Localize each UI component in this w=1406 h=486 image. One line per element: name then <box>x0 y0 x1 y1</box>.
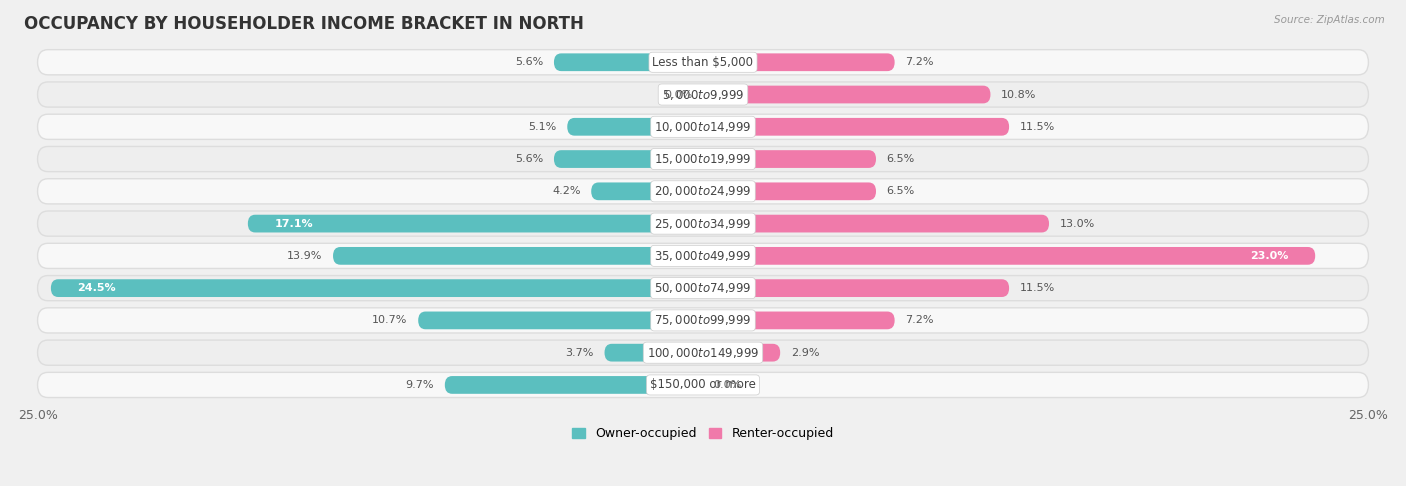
FancyBboxPatch shape <box>38 82 1368 107</box>
FancyBboxPatch shape <box>554 150 703 168</box>
FancyBboxPatch shape <box>418 312 703 330</box>
FancyBboxPatch shape <box>38 179 1368 204</box>
Text: 23.0%: 23.0% <box>1250 251 1288 261</box>
Text: 7.2%: 7.2% <box>905 315 934 326</box>
FancyBboxPatch shape <box>38 372 1368 398</box>
Text: 4.2%: 4.2% <box>553 186 581 196</box>
Text: $10,000 to $14,999: $10,000 to $14,999 <box>654 120 752 134</box>
FancyBboxPatch shape <box>38 340 1368 365</box>
Text: 5.6%: 5.6% <box>515 57 543 67</box>
Text: $15,000 to $19,999: $15,000 to $19,999 <box>654 152 752 166</box>
Text: $100,000 to $149,999: $100,000 to $149,999 <box>647 346 759 360</box>
Text: 13.0%: 13.0% <box>1060 219 1095 228</box>
Text: 17.1%: 17.1% <box>274 219 314 228</box>
FancyBboxPatch shape <box>567 118 703 136</box>
FancyBboxPatch shape <box>38 50 1368 75</box>
Text: 9.7%: 9.7% <box>406 380 434 390</box>
FancyBboxPatch shape <box>38 243 1368 268</box>
Text: 6.5%: 6.5% <box>887 154 915 164</box>
FancyBboxPatch shape <box>703 182 876 200</box>
Text: 5.1%: 5.1% <box>529 122 557 132</box>
Text: 11.5%: 11.5% <box>1019 283 1054 293</box>
FancyBboxPatch shape <box>554 53 703 71</box>
Text: $35,000 to $49,999: $35,000 to $49,999 <box>654 249 752 263</box>
FancyBboxPatch shape <box>38 308 1368 333</box>
FancyBboxPatch shape <box>703 53 894 71</box>
Text: 0.0%: 0.0% <box>664 89 692 100</box>
FancyBboxPatch shape <box>444 376 703 394</box>
FancyBboxPatch shape <box>605 344 703 362</box>
Text: $25,000 to $34,999: $25,000 to $34,999 <box>654 217 752 230</box>
Text: 6.5%: 6.5% <box>887 186 915 196</box>
Text: 24.5%: 24.5% <box>77 283 117 293</box>
FancyBboxPatch shape <box>703 215 1049 232</box>
Text: Source: ZipAtlas.com: Source: ZipAtlas.com <box>1274 15 1385 25</box>
FancyBboxPatch shape <box>333 247 703 265</box>
FancyBboxPatch shape <box>703 312 894 330</box>
FancyBboxPatch shape <box>51 279 703 297</box>
Text: 3.7%: 3.7% <box>565 347 593 358</box>
Text: 2.9%: 2.9% <box>790 347 820 358</box>
Text: $50,000 to $74,999: $50,000 to $74,999 <box>654 281 752 295</box>
FancyBboxPatch shape <box>38 211 1368 236</box>
FancyBboxPatch shape <box>703 86 990 104</box>
Text: Less than $5,000: Less than $5,000 <box>652 56 754 69</box>
FancyBboxPatch shape <box>703 118 1010 136</box>
Text: 11.5%: 11.5% <box>1019 122 1054 132</box>
Text: $20,000 to $24,999: $20,000 to $24,999 <box>654 184 752 198</box>
Text: 13.9%: 13.9% <box>287 251 322 261</box>
FancyBboxPatch shape <box>38 146 1368 172</box>
Text: 5.6%: 5.6% <box>515 154 543 164</box>
FancyBboxPatch shape <box>591 182 703 200</box>
FancyBboxPatch shape <box>703 150 876 168</box>
Text: 0.0%: 0.0% <box>714 380 742 390</box>
Text: $75,000 to $99,999: $75,000 to $99,999 <box>654 313 752 328</box>
FancyBboxPatch shape <box>703 247 1315 265</box>
Text: $5,000 to $9,999: $5,000 to $9,999 <box>662 87 744 102</box>
FancyBboxPatch shape <box>703 344 780 362</box>
FancyBboxPatch shape <box>38 276 1368 301</box>
Text: 10.7%: 10.7% <box>373 315 408 326</box>
Text: $150,000 or more: $150,000 or more <box>650 379 756 391</box>
Text: 10.8%: 10.8% <box>1001 89 1036 100</box>
Legend: Owner-occupied, Renter-occupied: Owner-occupied, Renter-occupied <box>568 422 838 445</box>
FancyBboxPatch shape <box>38 114 1368 139</box>
Text: 7.2%: 7.2% <box>905 57 934 67</box>
FancyBboxPatch shape <box>247 215 703 232</box>
FancyBboxPatch shape <box>703 279 1010 297</box>
Text: OCCUPANCY BY HOUSEHOLDER INCOME BRACKET IN NORTH: OCCUPANCY BY HOUSEHOLDER INCOME BRACKET … <box>24 15 583 33</box>
